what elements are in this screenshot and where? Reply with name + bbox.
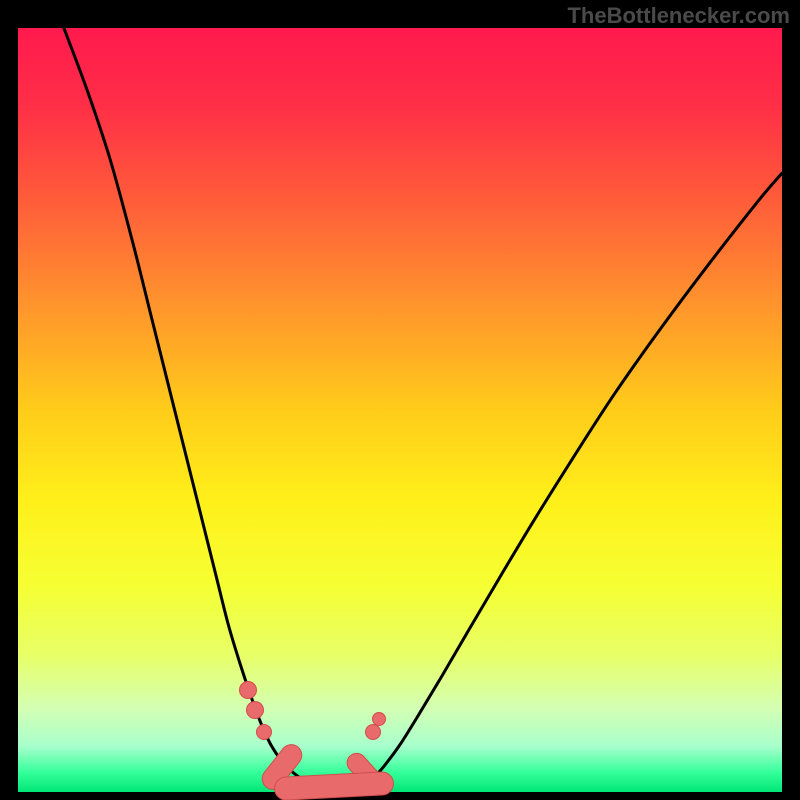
bottleneck-curve — [18, 28, 782, 792]
plot-area — [18, 28, 782, 792]
watermark: TheBottlenecker.com — [567, 3, 790, 29]
chart-stage: TheBottlenecker.com — [0, 0, 800, 800]
curve-path — [64, 28, 782, 789]
